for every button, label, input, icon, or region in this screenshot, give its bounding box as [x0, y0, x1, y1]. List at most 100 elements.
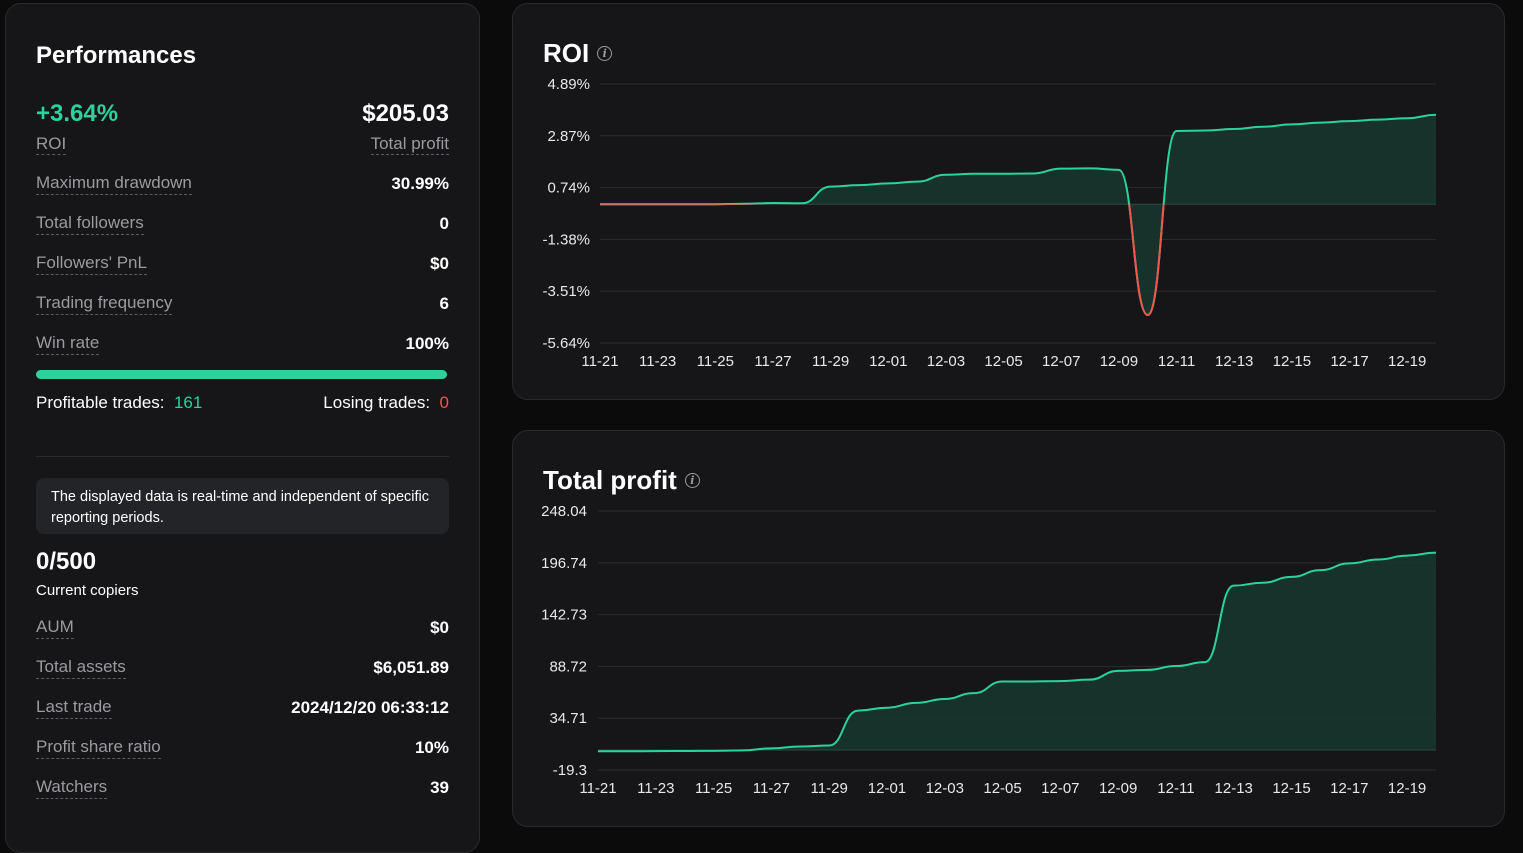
total-profit-value: $205.03 [362, 100, 449, 127]
data-point[interactable] [913, 700, 919, 706]
data-point[interactable] [1260, 124, 1266, 130]
info-icon[interactable]: i [597, 46, 613, 61]
data-point[interactable] [1289, 121, 1295, 127]
data-point[interactable] [942, 696, 948, 702]
data-point[interactable] [1317, 567, 1323, 573]
data-point[interactable] [682, 748, 688, 754]
data-point[interactable] [1202, 127, 1208, 133]
stat-label[interactable]: Maximum drawdown [36, 172, 192, 195]
data-point[interactable] [1347, 118, 1353, 124]
stat-row-trading-frequency: Trading frequency 6 [36, 292, 449, 316]
data-point[interactable] [1058, 166, 1064, 172]
data-point[interactable] [972, 171, 978, 177]
data-point[interactable] [712, 201, 718, 207]
x-tick-label: 12-19 [1388, 353, 1426, 370]
data-point[interactable] [741, 201, 747, 207]
data-point[interactable] [1202, 659, 1208, 665]
data-point[interactable] [1231, 583, 1237, 589]
data-point[interactable] [624, 748, 630, 754]
data-point[interactable] [943, 172, 949, 178]
data-point[interactable] [653, 748, 659, 754]
data-point[interactable] [683, 201, 689, 207]
stat-label[interactable]: Profit share ratio [36, 736, 161, 759]
data-point[interactable] [1260, 580, 1266, 586]
data-point[interactable] [770, 200, 776, 206]
x-tick-label: 11-27 [754, 353, 791, 370]
stat-label[interactable]: Total followers [36, 212, 144, 235]
data-point[interactable] [1115, 668, 1121, 674]
x-tick-label: 12-07 [1041, 780, 1079, 797]
x-tick-label: 11-25 [695, 780, 732, 797]
data-point[interactable] [1346, 560, 1352, 566]
panel-title: Performances [36, 42, 197, 69]
x-tick-label: 11-29 [811, 780, 848, 797]
data-point[interactable] [1375, 117, 1381, 123]
x-tick-label: 12-07 [1042, 353, 1080, 370]
data-point[interactable] [1404, 115, 1410, 121]
data-point[interactable] [1318, 120, 1324, 126]
stat-row-total-assets: Total assets $6,051.89 [36, 656, 449, 680]
data-point[interactable] [1086, 677, 1092, 683]
x-tick-label: 12-09 [1099, 780, 1137, 797]
stat-row-watchers: Watchers 39 [36, 776, 449, 800]
data-point[interactable] [1404, 553, 1410, 559]
stat-row-last-trade: Last trade 2024/12/20 06:33:12 [36, 696, 449, 720]
data-point[interactable] [856, 182, 862, 188]
stat-row-followers-pnl: Followers' PnL $0 [36, 252, 449, 276]
data-point[interactable] [1057, 678, 1063, 684]
data-point[interactable] [711, 748, 717, 754]
data-point[interactable] [1144, 667, 1150, 673]
y-tick-label: 4.89% [547, 76, 590, 93]
data-point[interactable] [768, 745, 774, 751]
stat-label[interactable]: Total assets [36, 656, 126, 679]
stat-label[interactable]: Followers' PnL [36, 252, 147, 275]
total-profit-chart[interactable]: 248.04 196.74 142.73 88.72 34.71 -19.311-21 11… [513, 431, 1506, 828]
data-point[interactable] [1000, 679, 1006, 685]
data-point[interactable] [884, 705, 890, 711]
stat-row-aum: AUM $0 [36, 616, 449, 640]
roi-chart[interactable]: 4.89% 2.87% 0.74% -1.38% -3.51% -5.64%11-21 11… [513, 4, 1506, 401]
data-point[interactable] [797, 743, 803, 749]
data-point[interactable] [1173, 663, 1179, 669]
stat-label[interactable]: Last trade [36, 696, 112, 719]
data-point[interactable] [1375, 556, 1381, 562]
data-point[interactable] [1116, 167, 1122, 173]
data-point[interactable] [826, 742, 832, 748]
data-point[interactable] [1145, 312, 1151, 318]
data-point[interactable] [655, 201, 661, 207]
series-area [600, 114, 1436, 315]
data-point[interactable] [1029, 171, 1035, 177]
y-tick-label: 34.71 [549, 710, 587, 727]
data-point[interactable] [597, 201, 603, 207]
data-point[interactable] [626, 201, 632, 207]
data-point[interactable] [1001, 171, 1007, 177]
data-point[interactable] [1433, 550, 1439, 556]
stat-label[interactable]: Win rate [36, 332, 100, 355]
data-point[interactable] [1433, 112, 1439, 118]
losing-count: 0 [439, 393, 449, 412]
data-point[interactable] [799, 200, 805, 206]
data-point[interactable] [914, 179, 920, 185]
x-tick-label: 12-13 [1215, 353, 1253, 370]
total-profit-label[interactable]: Total profit [370, 134, 449, 155]
profitable-trades: Profitable trades: 161 [36, 393, 202, 413]
data-point[interactable] [1289, 574, 1295, 580]
data-point[interactable] [885, 180, 891, 186]
stat-label[interactable]: Watchers [36, 776, 108, 799]
data-point[interactable] [739, 747, 745, 753]
data-point[interactable] [1174, 128, 1180, 134]
info-icon[interactable]: i [684, 473, 700, 488]
data-point[interactable] [1087, 165, 1093, 171]
data-point[interactable] [1028, 679, 1034, 685]
data-point[interactable] [855, 708, 861, 714]
y-tick-label: 142.73 [541, 607, 587, 624]
data-point[interactable] [828, 184, 834, 190]
data-point[interactable] [971, 690, 977, 696]
x-tick-label: 12-15 [1273, 353, 1311, 370]
copiers-label: Current copiers [36, 582, 139, 599]
roi-label[interactable]: ROI [36, 134, 67, 155]
data-point[interactable] [1231, 126, 1237, 132]
data-point[interactable] [595, 748, 601, 754]
stat-label[interactable]: Trading frequency [36, 292, 173, 315]
stat-label[interactable]: AUM [36, 616, 74, 639]
